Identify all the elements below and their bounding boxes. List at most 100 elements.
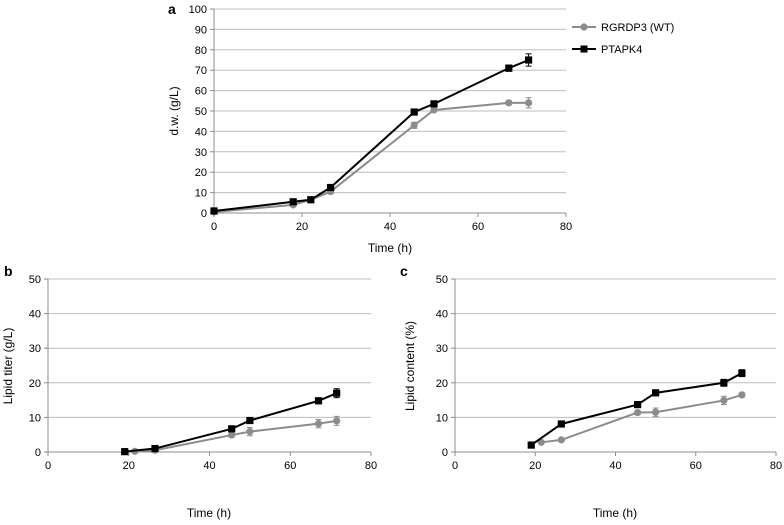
panel-a-y-tick-label-30: 30 bbox=[195, 147, 207, 159]
chart-panel-c: c Time (h) Lipid content (%) 0 10 20 30 40 50… bbox=[400, 263, 782, 520]
panel-b-series-ptapk4-line bbox=[124, 392, 338, 453]
panel-c-wt-point bbox=[557, 436, 565, 444]
panel-a-wt-point bbox=[430, 106, 438, 114]
panel-c-y-tick-label-40: 40 bbox=[436, 309, 448, 321]
legend-wt-label: RGRDP3 (WT) bbox=[601, 22, 674, 34]
panel-c-wt-point bbox=[738, 391, 746, 399]
panel-a-ptapk4-point bbox=[430, 100, 438, 108]
panel-c-ptapk4-point bbox=[738, 369, 746, 377]
panel-b-x-tick-label-80: 80 bbox=[365, 460, 377, 472]
panel-a-ptapk4-point bbox=[210, 207, 218, 215]
panel-b-ptapk4-point bbox=[333, 389, 341, 397]
panel-a-y-tick-label-100: 100 bbox=[189, 4, 207, 16]
panel-b-y-tick-label-20: 20 bbox=[29, 378, 41, 390]
legend-item-wt: RGRDP3 (WT) bbox=[572, 22, 674, 34]
panel-a-wt-point bbox=[505, 99, 513, 107]
panel-c-x-tick-label-20: 20 bbox=[529, 460, 541, 472]
panel-a-series-wt-line bbox=[213, 101, 529, 213]
panel-a-y-tick-label-20: 20 bbox=[195, 167, 207, 179]
panel-a-x-tick-label-20: 20 bbox=[296, 221, 308, 233]
panel-b-y-tick-label-10: 10 bbox=[29, 412, 41, 424]
panel-b-y-tick-label-40: 40 bbox=[29, 309, 41, 321]
panel-c-y-tick-label-50: 50 bbox=[436, 274, 448, 286]
panel-b-gridlines bbox=[48, 278, 371, 418]
panel-a-ptapk4-point bbox=[525, 56, 533, 64]
panel-a-ptapk4-point bbox=[289, 198, 297, 206]
panel-c-ptapk4-point bbox=[633, 400, 642, 409]
panel-c-letter: c bbox=[400, 263, 408, 279]
panel-a-series-ptapk4 bbox=[210, 53, 533, 215]
panel-b-wt-point bbox=[246, 427, 254, 436]
chart-legend: RGRDP3 (WT) PTAPK4 bbox=[572, 22, 674, 56]
panel-c-x-tick-label-0: 0 bbox=[452, 460, 458, 472]
panel-c-y-tick-label-0: 0 bbox=[442, 447, 448, 459]
panel-b-y-tick-label-50: 50 bbox=[29, 274, 41, 286]
panel-a-y-tick-label-90: 90 bbox=[195, 24, 207, 36]
panel-a-y-axis-title: d.w. (g/L) bbox=[167, 86, 181, 135]
panel-a-series-ptapk4-line bbox=[213, 59, 529, 212]
panel-b-ptapk4-point bbox=[228, 425, 236, 433]
panel-b-series-ptapk4 bbox=[121, 388, 341, 456]
panel-b-y-tick-label-0: 0 bbox=[35, 447, 41, 459]
panel-c-x-tick-label-60: 60 bbox=[690, 460, 702, 472]
panel-a-y-tick-label-40: 40 bbox=[195, 126, 207, 138]
panel-b-series-wt bbox=[131, 415, 341, 455]
panel-c-series-wt bbox=[537, 391, 746, 446]
panel-b-y-axis-title: Lipid titer (g/L) bbox=[1, 328, 15, 405]
panel-a-x-tick-label-0: 0 bbox=[211, 221, 217, 233]
panel-b-x-axis-title: Time (h) bbox=[187, 506, 231, 520]
panel-c-ptapk4-point bbox=[652, 389, 660, 397]
panel-a-x-tick-label-80: 80 bbox=[560, 221, 572, 233]
panel-c-y-tick-label-30: 30 bbox=[436, 343, 448, 355]
panel-b-x-tick-label-20: 20 bbox=[123, 460, 135, 472]
panel-a-ptapk4-point bbox=[327, 183, 335, 192]
panel-a-y-tick-label-80: 80 bbox=[195, 45, 207, 57]
panel-c-gridlines bbox=[455, 278, 776, 418]
panel-a-y-tick-label-60: 60 bbox=[195, 86, 207, 98]
panel-a-x-tick-label-60: 60 bbox=[472, 221, 484, 233]
panel-c-wt-point bbox=[652, 408, 660, 416]
panel-c-ptapk4-point bbox=[557, 420, 565, 428]
panel-c-y-axis-title: Lipid content (%) bbox=[403, 321, 417, 411]
legend-item-ptapk4: PTAPK4 bbox=[572, 44, 642, 56]
panel-a-ptapk4-point bbox=[505, 64, 513, 72]
legend-ptapk4-label: PTAPK4 bbox=[601, 44, 642, 56]
panel-a-x-tick-label-40: 40 bbox=[384, 221, 396, 233]
panel-c-wt-point bbox=[720, 396, 728, 405]
panel-a-y-tick-label-0: 0 bbox=[201, 208, 207, 220]
panel-c-x-tick-label-40: 40 bbox=[609, 460, 621, 472]
panel-a-ptapk4-point bbox=[307, 196, 315, 204]
panel-c-y-tick-label-20: 20 bbox=[436, 378, 448, 390]
panel-b-letter: b bbox=[4, 263, 13, 279]
panel-a-wt-point bbox=[525, 99, 533, 107]
panel-a-gridlines bbox=[214, 8, 566, 194]
panel-a-x-axis-title: Time (h) bbox=[368, 241, 412, 255]
panel-b-x-tick-label-40: 40 bbox=[203, 460, 215, 472]
panel-b-ptapk4-point bbox=[151, 444, 159, 453]
chart-panel-b: b Time (h) Lipid titer (g/L) 0 10 20 30 40 50… bbox=[1, 263, 377, 520]
panel-c-wt-point bbox=[633, 408, 642, 417]
panel-b-wt-point bbox=[333, 417, 341, 425]
legend-wt-marker bbox=[580, 23, 588, 31]
panel-b-x-tick-label-0: 0 bbox=[45, 460, 51, 472]
panel-a-ptapk4-point bbox=[410, 108, 418, 116]
panel-a-y-tick-label-10: 10 bbox=[195, 188, 207, 200]
panel-a-wt-point bbox=[410, 121, 418, 129]
panel-a-y-tick-label-50: 50 bbox=[195, 106, 207, 118]
panel-a-letter: a bbox=[168, 1, 176, 17]
panel-b-x-tick-label-60: 60 bbox=[284, 460, 296, 472]
panel-c-x-axis-title: Time (h) bbox=[593, 506, 637, 520]
panel-a-series-wt bbox=[210, 97, 533, 216]
panel-c-y-tick-label-10: 10 bbox=[436, 412, 448, 424]
panel-a-y-tick-label-70: 70 bbox=[195, 65, 207, 77]
panel-c-ptapk4-point bbox=[527, 441, 535, 449]
panel-c-x-tick-label-80: 80 bbox=[770, 460, 782, 472]
chart-panel-a: a Time (h) d.w. (g/L) 0 10 20 30 40 50 60 70 80 9… bbox=[167, 1, 572, 255]
panel-b-wt-point bbox=[314, 420, 323, 428]
panel-c-ptapk4-point bbox=[720, 379, 728, 387]
panel-c-series-ptapk4 bbox=[527, 369, 746, 449]
panel-b-wt-point bbox=[228, 431, 236, 439]
panel-b-ptapk4-point bbox=[121, 448, 129, 456]
legend-ptapk4-marker bbox=[580, 45, 588, 53]
